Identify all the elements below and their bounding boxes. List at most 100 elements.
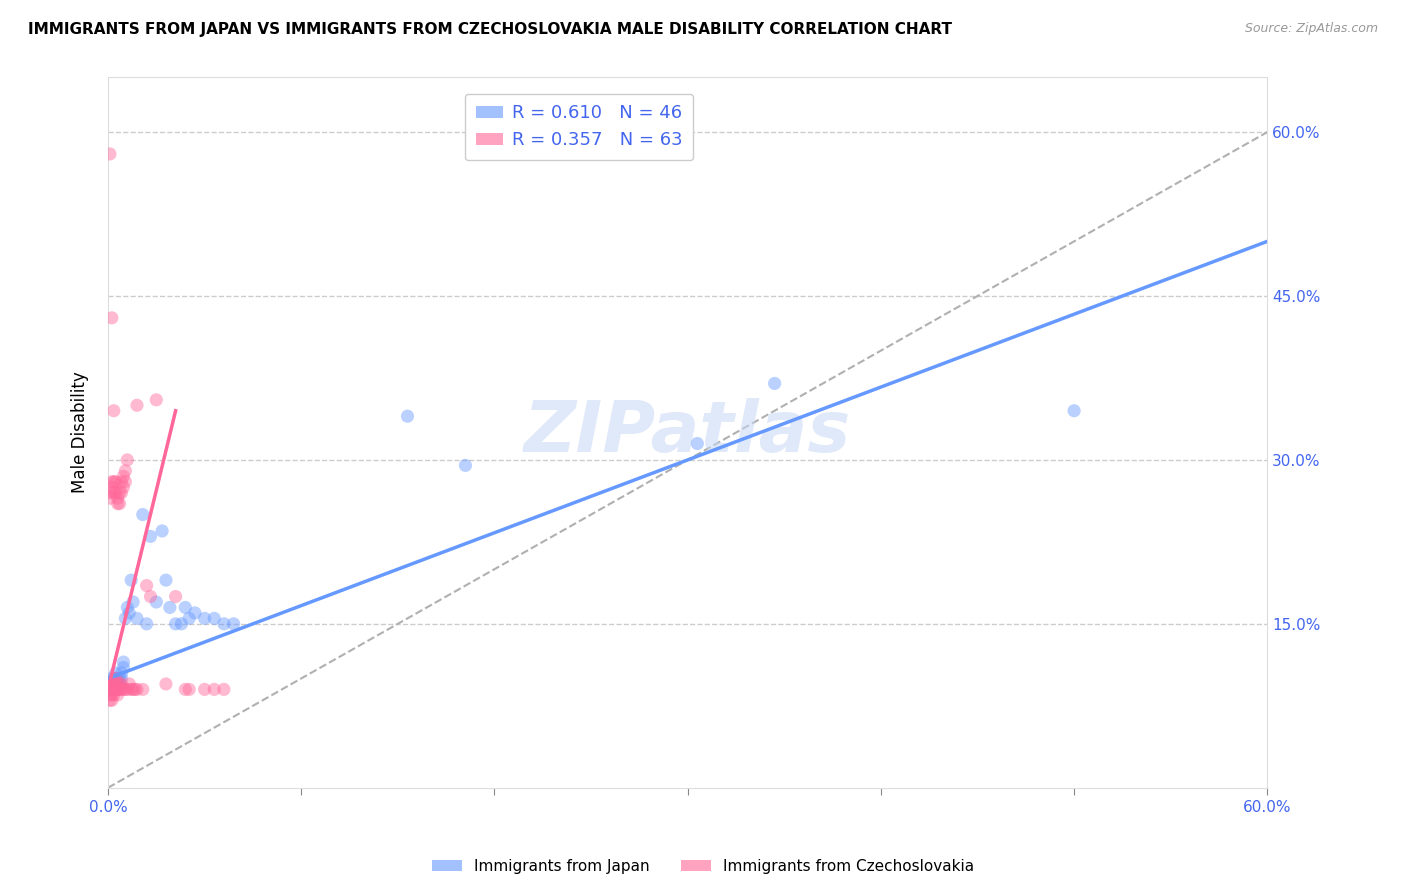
Point	[112, 655, 135, 669]
Point	[107, 491, 129, 505]
Point	[98, 491, 121, 505]
Point	[108, 485, 131, 500]
Point	[139, 529, 162, 543]
Point	[114, 475, 136, 489]
Point	[122, 682, 145, 697]
Point	[110, 665, 132, 680]
Point	[108, 677, 131, 691]
Point	[194, 611, 217, 625]
Point	[202, 682, 225, 697]
Point	[103, 682, 125, 697]
Point	[118, 677, 141, 691]
Point	[114, 464, 136, 478]
Point	[112, 660, 135, 674]
Point	[107, 682, 129, 697]
Point	[104, 665, 127, 680]
Point	[103, 677, 125, 691]
Point	[104, 672, 127, 686]
Point	[212, 616, 235, 631]
Point	[165, 616, 187, 631]
Point	[112, 469, 135, 483]
Point	[124, 682, 146, 697]
Point	[98, 677, 121, 691]
Point	[107, 682, 129, 697]
Point	[98, 682, 121, 697]
Point	[107, 688, 129, 702]
Point	[101, 310, 124, 325]
Legend: Immigrants from Japan, Immigrants from Czechoslovakia: Immigrants from Japan, Immigrants from C…	[426, 853, 980, 880]
Point	[101, 677, 124, 691]
Point	[114, 611, 136, 625]
Point	[98, 485, 121, 500]
Point	[194, 682, 217, 697]
Point	[101, 677, 124, 691]
Point	[110, 485, 132, 500]
Point	[120, 573, 142, 587]
Point	[135, 578, 157, 592]
Y-axis label: Male Disability: Male Disability	[72, 372, 89, 493]
Point	[125, 398, 148, 412]
Text: IMMIGRANTS FROM JAPAN VS IMMIGRANTS FROM CZECHOSLOVAKIA MALE DISABILITY CORRELAT: IMMIGRANTS FROM JAPAN VS IMMIGRANTS FROM…	[28, 22, 952, 37]
Point	[112, 682, 135, 697]
Point	[122, 595, 145, 609]
Point	[184, 606, 207, 620]
Point	[110, 682, 132, 697]
Legend: R = 0.610   N = 46, R = 0.357   N = 63: R = 0.610 N = 46, R = 0.357 N = 63	[465, 94, 693, 161]
Point	[117, 600, 139, 615]
Point	[145, 392, 167, 407]
Point	[155, 677, 177, 691]
Point	[107, 672, 129, 686]
Point	[117, 682, 139, 697]
Point	[101, 672, 124, 686]
Point	[454, 458, 477, 473]
Text: ZIPatlas: ZIPatlas	[524, 398, 852, 467]
Point	[110, 475, 132, 489]
Point	[103, 403, 125, 417]
Point	[117, 453, 139, 467]
Text: Source: ZipAtlas.com: Source: ZipAtlas.com	[1244, 22, 1378, 36]
Point	[108, 677, 131, 691]
Point	[103, 672, 125, 686]
Point	[98, 147, 121, 161]
Point	[763, 376, 786, 391]
Point	[135, 616, 157, 631]
Point	[396, 409, 419, 424]
Point	[155, 573, 177, 587]
Point	[104, 677, 127, 691]
Point	[179, 682, 201, 697]
Point	[202, 611, 225, 625]
Point	[104, 672, 127, 686]
Point	[145, 595, 167, 609]
Point	[212, 682, 235, 697]
Point	[101, 682, 124, 697]
Point	[103, 688, 125, 702]
Point	[139, 590, 162, 604]
Point	[110, 677, 132, 691]
Point	[107, 677, 129, 691]
Point	[132, 508, 155, 522]
Point	[114, 682, 136, 697]
Point	[132, 682, 155, 697]
Point	[104, 677, 127, 691]
Point	[98, 693, 121, 707]
Point	[174, 682, 197, 697]
Point	[104, 485, 127, 500]
Point	[103, 682, 125, 697]
Point	[112, 480, 135, 494]
Point	[125, 611, 148, 625]
Point	[118, 606, 141, 620]
Point	[98, 688, 121, 702]
Point	[125, 682, 148, 697]
Point	[686, 436, 709, 450]
Point	[98, 682, 121, 697]
Point	[104, 682, 127, 697]
Point	[103, 677, 125, 691]
Point	[101, 693, 124, 707]
Point	[101, 475, 124, 489]
Point	[101, 688, 124, 702]
Point	[120, 682, 142, 697]
Point	[103, 485, 125, 500]
Point	[150, 524, 173, 538]
Point	[108, 497, 131, 511]
Point	[108, 672, 131, 686]
